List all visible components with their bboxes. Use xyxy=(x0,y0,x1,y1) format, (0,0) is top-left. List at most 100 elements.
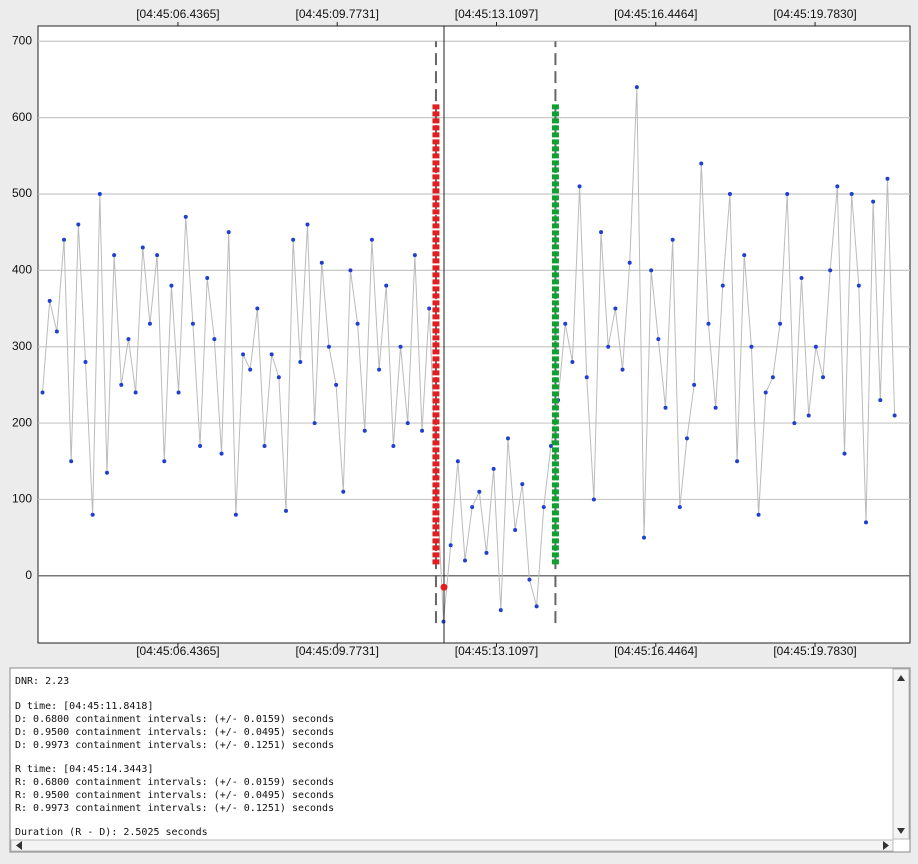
data-point xyxy=(162,459,167,464)
data-point xyxy=(856,283,861,288)
data-point xyxy=(742,253,747,258)
data-point xyxy=(76,222,81,227)
data-point xyxy=(720,283,725,288)
data-point xyxy=(756,512,761,517)
data-point xyxy=(305,222,310,227)
y-tick-label: 300 xyxy=(12,339,32,353)
panel-line: R: 0.9500 containment intervals: (+/- 0.… xyxy=(15,790,334,801)
data-point xyxy=(427,306,432,311)
cursor-point xyxy=(440,583,448,591)
data-point xyxy=(563,321,568,326)
data-point xyxy=(112,253,117,258)
data-point xyxy=(677,505,682,510)
panel-text: DNR: 2.23 D time: [04:45:11.8418] D: 0.680… xyxy=(15,676,334,838)
x-tick-label: [04:45:16.4464] xyxy=(614,644,697,658)
data-point xyxy=(348,268,353,273)
data-point xyxy=(878,398,883,403)
data-point xyxy=(470,505,475,510)
data-point xyxy=(463,558,468,563)
scroll-right[interactable] xyxy=(883,841,889,850)
scroll-down[interactable] xyxy=(897,828,905,834)
data-point xyxy=(892,413,897,418)
data-point xyxy=(821,375,826,380)
data-point xyxy=(763,390,768,395)
data-point xyxy=(770,375,775,380)
data-point xyxy=(312,421,317,426)
data-point xyxy=(362,428,367,433)
x-tick-label-top: [04:45:09.7731] xyxy=(296,7,379,21)
chart: 0 100 200 300 400 500 600 700 [04:45:06.4365] [04… xyxy=(12,7,910,658)
scroll-up[interactable] xyxy=(897,675,905,681)
vertical-scrollbar[interactable] xyxy=(892,668,910,840)
data-point xyxy=(269,352,274,357)
data-point xyxy=(477,489,482,494)
data-point xyxy=(541,505,546,510)
data-point xyxy=(283,508,288,513)
data-point xyxy=(548,443,553,448)
data-point xyxy=(119,382,124,387)
data-point xyxy=(384,283,389,288)
data-point xyxy=(735,459,740,464)
data-point xyxy=(699,161,704,166)
data-point xyxy=(627,260,632,265)
data-point xyxy=(613,306,618,311)
data-point xyxy=(577,184,582,189)
panel-line: R time: [04:45:14.3443] xyxy=(15,764,153,775)
data-point xyxy=(398,344,403,349)
data-point xyxy=(40,390,45,395)
y-tick-label: 100 xyxy=(12,492,32,506)
data-point xyxy=(405,421,410,426)
data-point xyxy=(391,443,396,448)
data-point xyxy=(813,344,818,349)
data-point xyxy=(190,321,195,326)
data-point xyxy=(885,176,890,181)
x-tick-label: [04:45:09.7731] xyxy=(296,644,379,658)
data-point xyxy=(291,237,296,242)
data-point xyxy=(97,191,102,196)
data-point xyxy=(806,413,811,418)
data-point xyxy=(176,390,181,395)
data-point xyxy=(706,321,711,326)
data-point xyxy=(778,321,783,326)
panel-line: DNR: 2.23 xyxy=(15,676,69,687)
x-tick-label: [04:45:19.7830] xyxy=(773,644,856,658)
data-point xyxy=(484,550,489,555)
data-point xyxy=(849,191,854,196)
scroll-left[interactable] xyxy=(16,841,22,850)
x-tick-label-top: [04:45:16.4464] xyxy=(614,7,697,21)
y-tick-label: 400 xyxy=(12,263,32,277)
data-point xyxy=(255,306,260,311)
data-point xyxy=(520,482,525,487)
data-point xyxy=(692,382,697,387)
data-point xyxy=(276,375,281,380)
data-point xyxy=(298,359,303,364)
data-point xyxy=(727,191,732,196)
panel-line: D: 0.9500 containment intervals: (+/- 0.… xyxy=(15,727,334,738)
data-point xyxy=(749,344,754,349)
data-point xyxy=(670,237,675,242)
x-tick-label-top: [04:45:19.7830] xyxy=(773,7,856,21)
data-point xyxy=(420,428,425,433)
data-point xyxy=(140,245,145,250)
data-point xyxy=(133,390,138,395)
panel-line: D: 0.6800 containment intervals: (+/- 0.… xyxy=(15,714,334,725)
data-point xyxy=(792,421,797,426)
x-tick-label: [04:45:13.1097] xyxy=(455,644,538,658)
panel-line: D time: [04:45:11.8418] xyxy=(15,701,153,712)
x-tick-label-top: [04:45:13.1097] xyxy=(455,7,538,21)
data-point xyxy=(863,520,868,525)
data-point xyxy=(212,337,217,342)
data-point xyxy=(341,489,346,494)
data-point xyxy=(513,527,518,532)
data-point xyxy=(835,184,840,189)
data-point xyxy=(83,359,88,364)
y-tick-label: 600 xyxy=(12,110,32,124)
data-point xyxy=(126,337,131,342)
data-point xyxy=(377,367,382,372)
data-point xyxy=(326,344,331,349)
horizontal-scrollbar[interactable] xyxy=(10,839,894,852)
data-point xyxy=(47,298,52,303)
data-point xyxy=(62,237,67,242)
data-point xyxy=(334,382,339,387)
